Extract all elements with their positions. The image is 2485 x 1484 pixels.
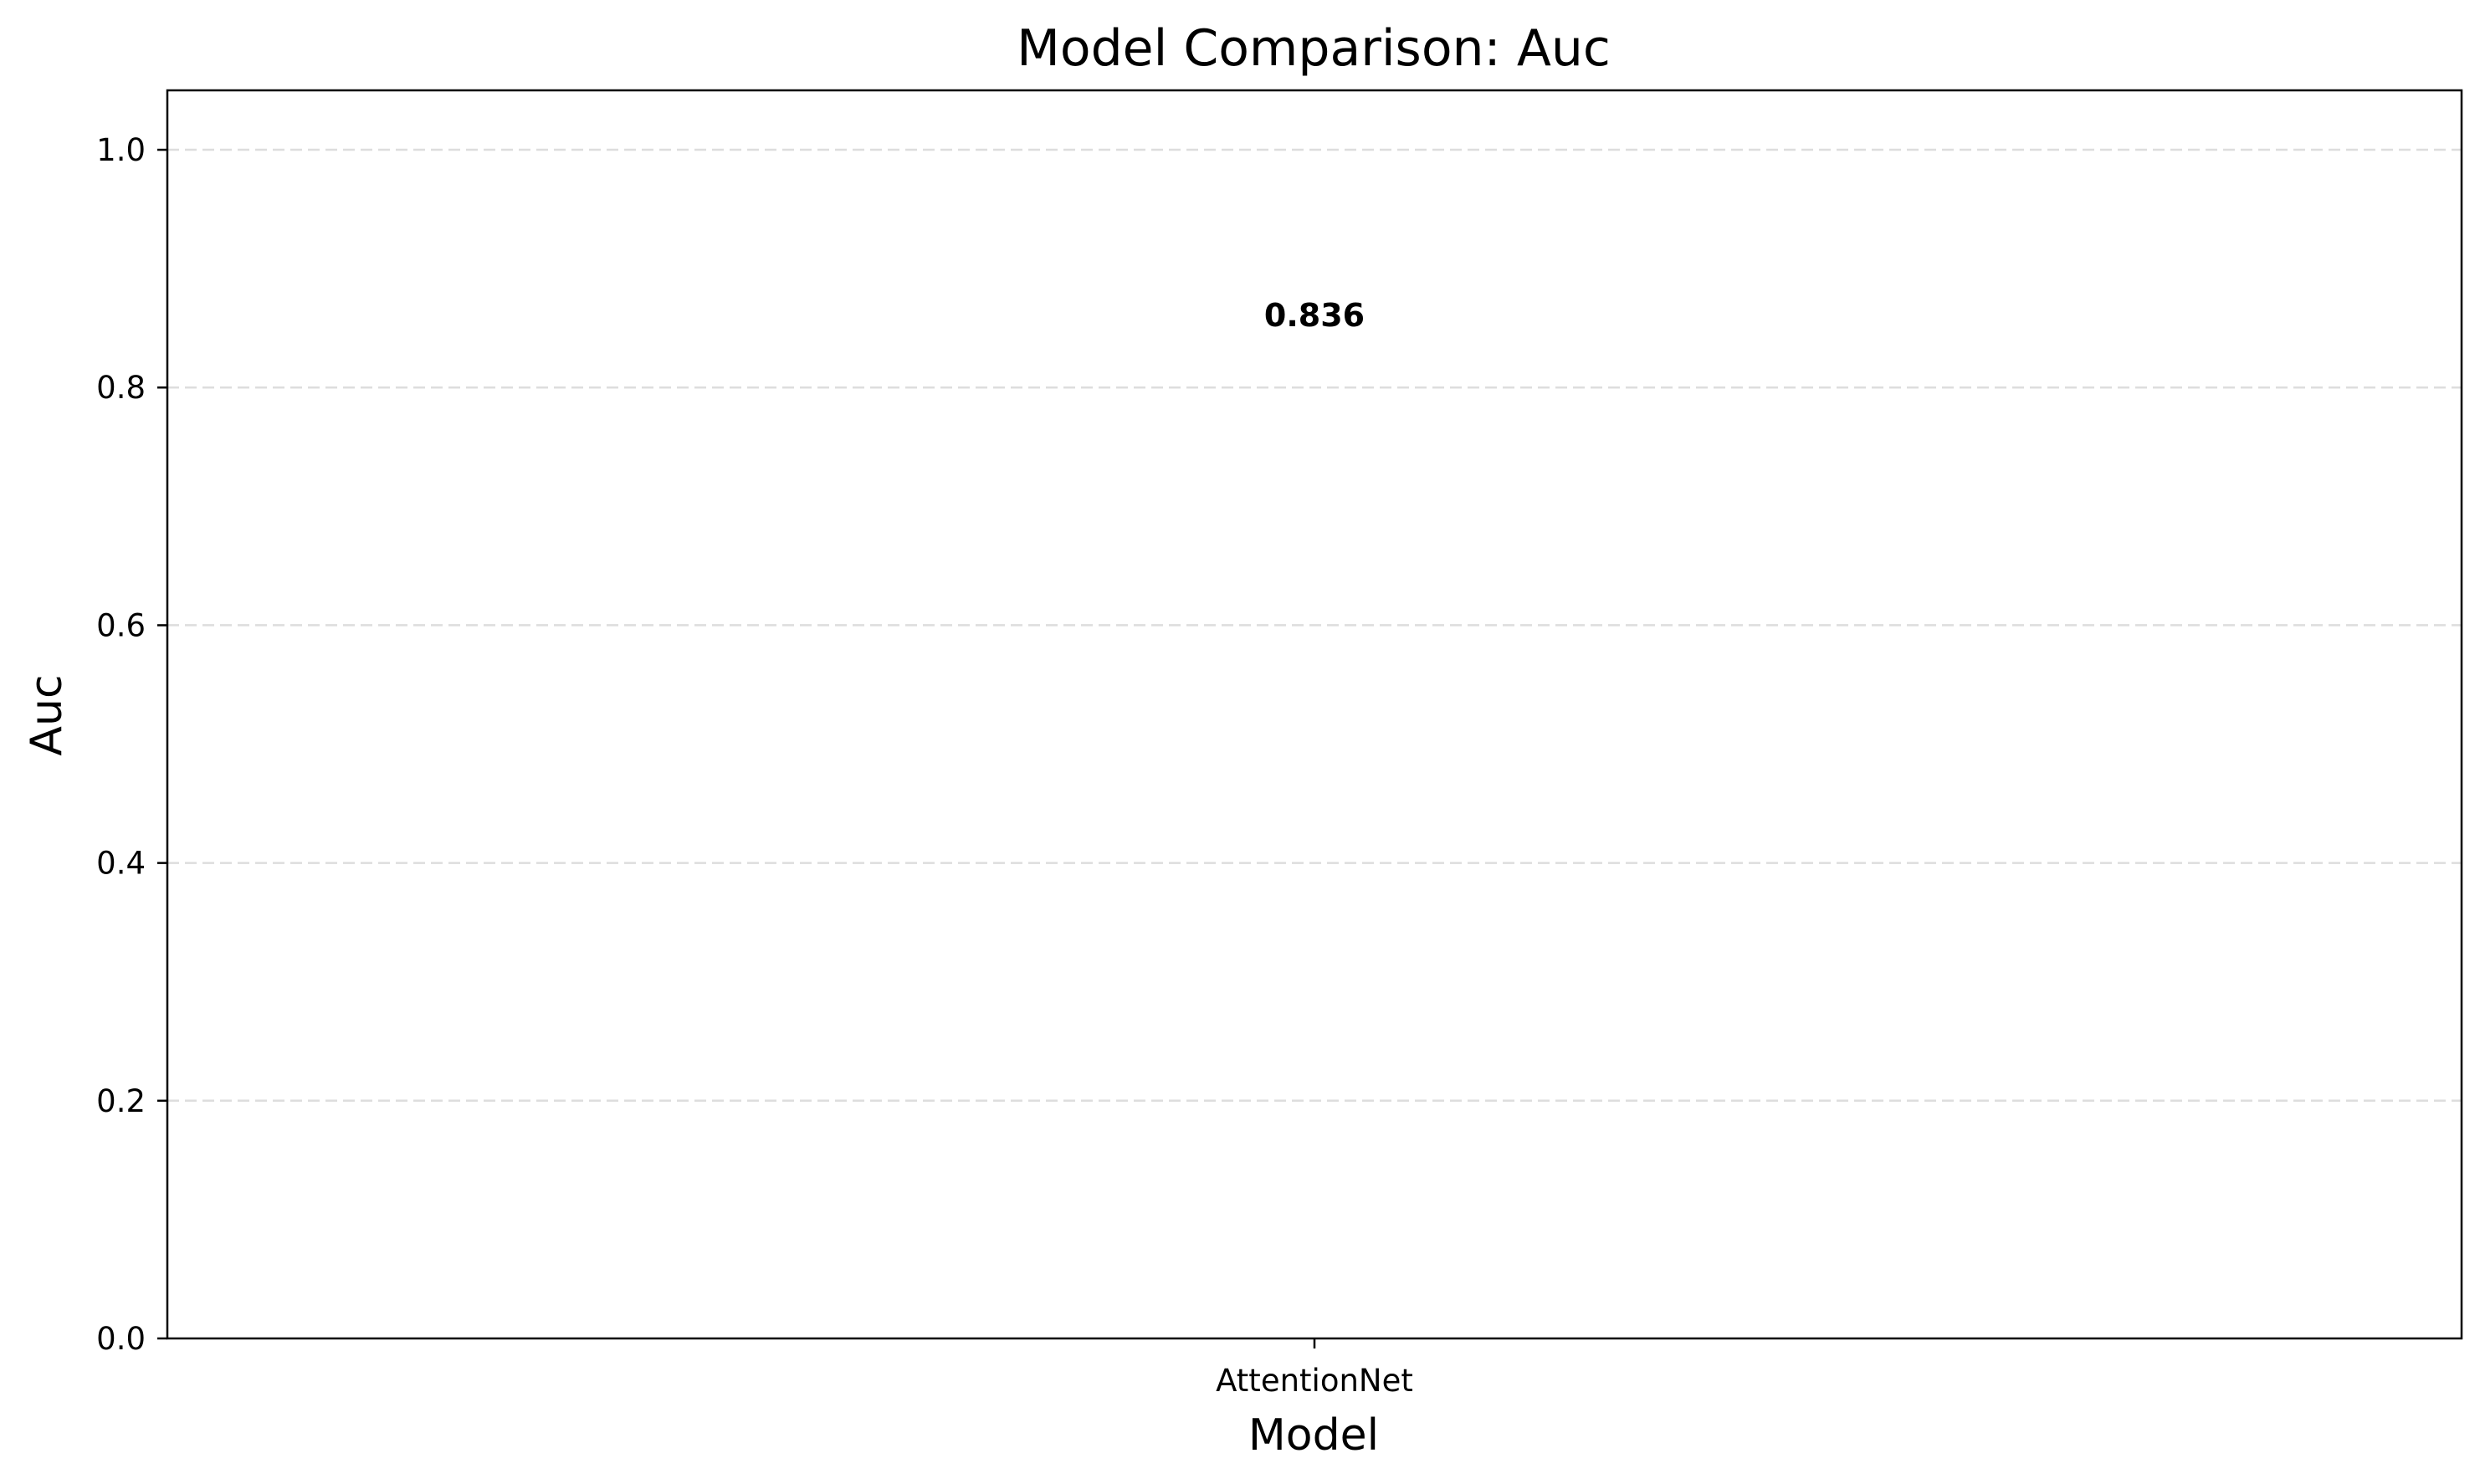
- data-labels: 0.836: [1264, 297, 1365, 334]
- x-tick-label: AttentionNet: [1216, 1363, 1413, 1399]
- grid-lines: [167, 148, 2462, 1103]
- y-tick-label: 0.2: [96, 1083, 146, 1119]
- x-axis-label: Model: [1248, 1410, 1379, 1461]
- y-axis-label: Auc: [22, 674, 72, 755]
- x-axis-ticks: AttentionNet: [1216, 1338, 1413, 1399]
- y-tick-label: 0.6: [96, 607, 146, 643]
- y-axis-ticks: 0.0 0.2 0.4 0.6 0.8 1.0: [96, 132, 167, 1357]
- y-tick-label: 1.0: [96, 132, 146, 168]
- y-tick-label: 0.4: [96, 846, 146, 882]
- y-tick-label: 0.0: [96, 1321, 146, 1357]
- y-tick-label: 0.8: [96, 370, 146, 406]
- chart-title: Model Comparison: Auc: [1017, 19, 1611, 78]
- data-label: 0.836: [1264, 297, 1365, 334]
